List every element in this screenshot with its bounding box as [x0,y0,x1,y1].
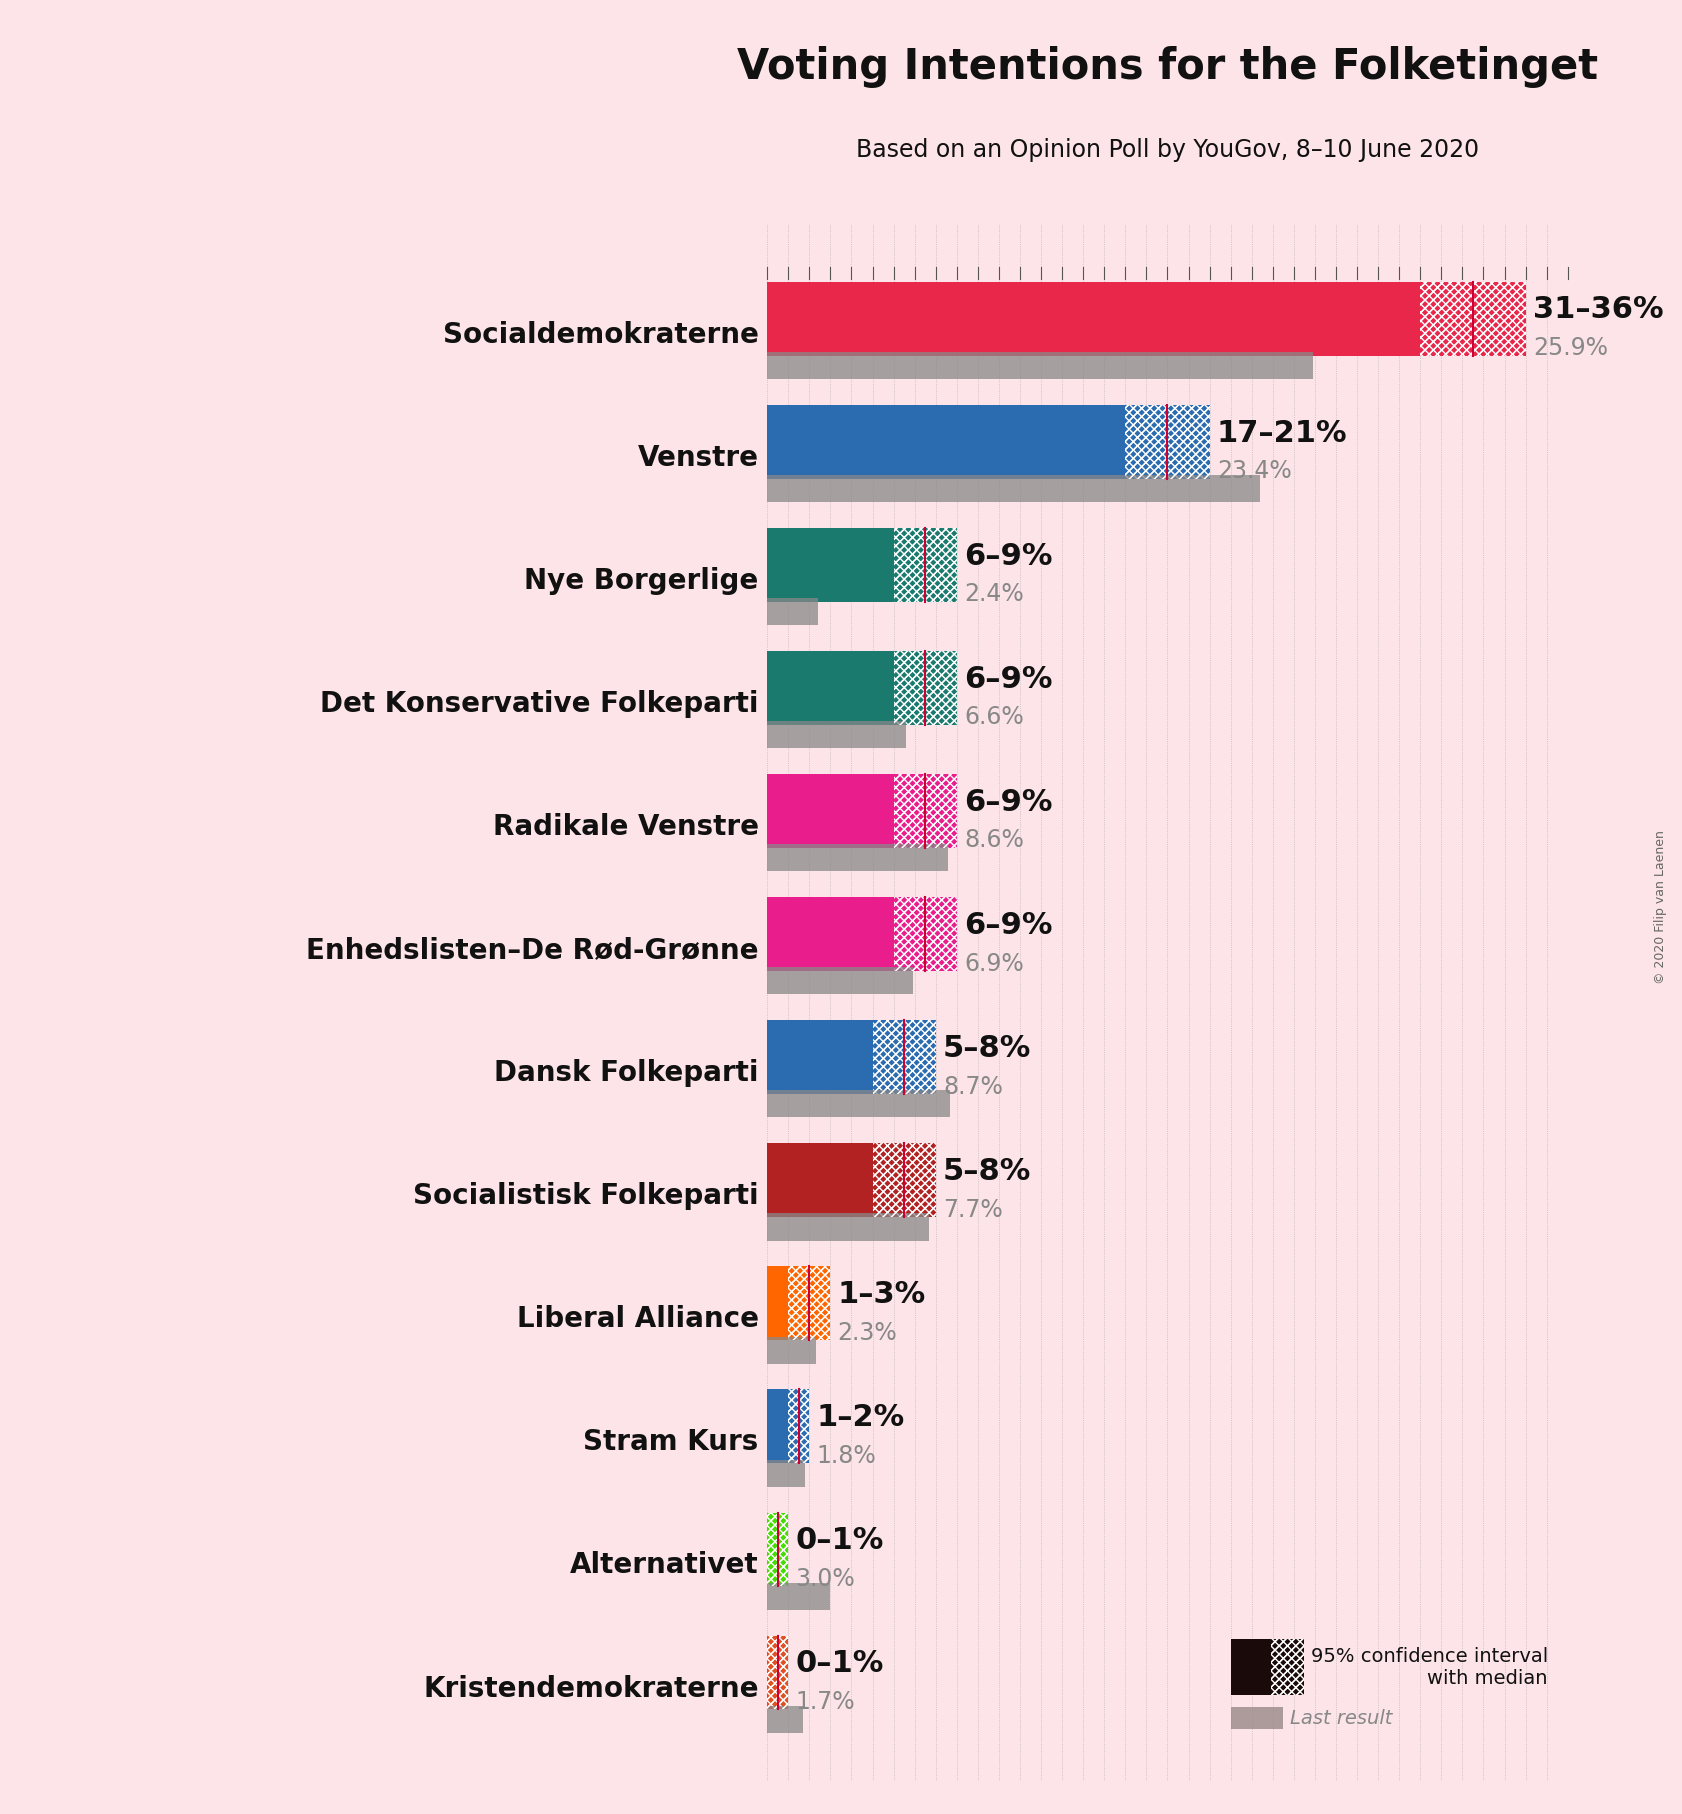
Bar [789,1390,809,1464]
Bar [789,1266,831,1341]
Bar [1272,1640,1305,1694]
Text: Last result: Last result [1290,1709,1393,1727]
Bar [893,898,957,970]
Bar [893,775,957,847]
Bar [767,475,1260,502]
Text: Voting Intentions for the Folketinget: Voting Intentions for the Folketinget [737,47,1598,89]
Bar [767,352,1314,379]
Text: 6.6%: 6.6% [964,706,1024,729]
Bar [1231,1707,1283,1729]
Text: 95% confidence interval
with median: 95% confidence interval with median [1310,1647,1547,1687]
Bar [893,651,957,726]
Bar [767,1019,873,1094]
Bar [767,1636,789,1709]
Bar [1272,1640,1305,1694]
Text: 8.7%: 8.7% [944,1074,1002,1099]
Text: 1–3%: 1–3% [838,1281,927,1310]
Text: 25.9%: 25.9% [1532,336,1608,361]
Text: Radikale Venstre: Radikale Venstre [493,813,759,842]
Text: Stram Kurs: Stram Kurs [584,1428,759,1457]
Text: 1–2%: 1–2% [817,1404,905,1433]
Bar [893,898,957,970]
Bar [1125,405,1209,479]
Text: 17–21%: 17–21% [1218,419,1347,448]
Bar [767,1705,802,1732]
Bar [873,1019,935,1094]
Text: 3.0%: 3.0% [796,1567,856,1591]
Bar [873,1143,935,1217]
Bar [767,1582,831,1609]
Bar [767,1214,930,1241]
Bar [767,1143,873,1217]
Bar [1231,1640,1272,1694]
Bar [1125,405,1209,479]
Text: 6–9%: 6–9% [964,664,1053,693]
Bar [873,1143,935,1217]
Text: Liberal Alliance: Liberal Alliance [516,1306,759,1333]
Text: 6–9%: 6–9% [964,787,1053,816]
Text: Based on an Opinion Poll by YouGov, 8–10 June 2020: Based on an Opinion Poll by YouGov, 8–10… [856,138,1478,161]
Bar [767,967,913,994]
Bar [767,775,893,847]
Text: Nye Borgerlige: Nye Borgerlige [525,566,759,595]
Text: 8.6%: 8.6% [964,829,1024,853]
Bar [893,528,957,602]
Text: Det Konservative Folkeparti: Det Konservative Folkeparti [320,689,759,718]
Bar [767,1636,789,1709]
Text: Dansk Folkeparti: Dansk Folkeparti [495,1059,759,1087]
Bar [767,1090,950,1117]
Bar [893,528,957,602]
Bar [767,1390,789,1464]
Bar [767,599,817,626]
Bar [767,281,1420,356]
Bar [789,1266,831,1341]
Bar [1420,281,1526,356]
Bar [873,1019,935,1094]
Text: 5–8%: 5–8% [944,1157,1031,1186]
Text: 2.4%: 2.4% [964,582,1024,606]
Text: 0–1%: 0–1% [796,1649,885,1678]
Bar [767,1513,789,1587]
Bar [767,651,893,726]
Text: 6–9%: 6–9% [964,542,1053,571]
Text: 6.9%: 6.9% [964,952,1024,976]
Bar [767,898,893,970]
Text: Socialdemokraterne: Socialdemokraterne [442,321,759,348]
Bar [789,1390,809,1464]
Text: © 2020 Filip van Laenen: © 2020 Filip van Laenen [1653,831,1667,983]
Bar [767,1513,789,1587]
Bar [1420,281,1526,356]
Text: 31–36%: 31–36% [1532,296,1663,325]
Bar [767,405,1125,479]
Bar [893,775,957,847]
Text: 1.8%: 1.8% [817,1444,876,1468]
Bar [767,722,907,747]
Text: 1.7%: 1.7% [796,1691,854,1714]
Text: 5–8%: 5–8% [944,1034,1031,1063]
Text: 23.4%: 23.4% [1218,459,1292,483]
Text: Kristendemokraterne: Kristendemokraterne [424,1674,759,1703]
Text: 0–1%: 0–1% [796,1526,885,1555]
Text: 6–9%: 6–9% [964,911,1053,940]
Text: Venstre: Venstre [637,444,759,472]
Text: 2.3%: 2.3% [838,1321,898,1344]
Bar [767,1337,816,1364]
Text: Alternativet: Alternativet [570,1551,759,1580]
Bar [767,844,949,871]
Bar [767,1460,806,1487]
Bar [767,1266,789,1341]
Bar [893,651,957,726]
Bar [767,528,893,602]
Text: 7.7%: 7.7% [944,1197,1002,1223]
Text: Enhedslisten–De Rød-Grønne: Enhedslisten–De Rød-Grønne [306,936,759,963]
Text: Socialistisk Folkeparti: Socialistisk Folkeparti [414,1183,759,1210]
